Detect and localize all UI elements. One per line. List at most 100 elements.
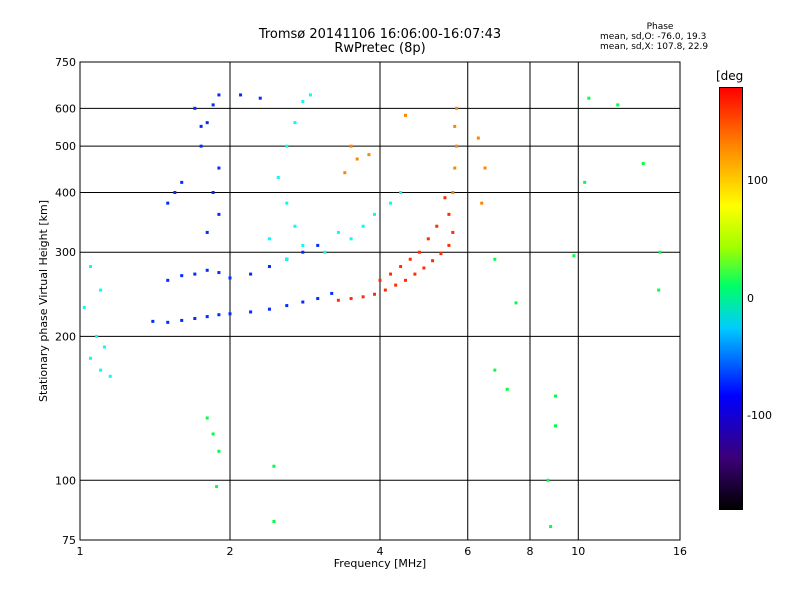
data-point [180,274,184,278]
y-tick-label: 750 [55,56,76,69]
data-point [301,250,305,254]
data-point [514,301,518,305]
data-point [285,201,289,205]
data-point [657,288,661,292]
data-point [435,224,439,228]
data-point [215,485,219,489]
data-point [336,298,340,302]
data-point [217,271,221,275]
data-point [173,190,177,194]
data-point [399,265,403,269]
plot-frame [79,61,681,541]
data-point [367,153,371,157]
x-tick-label: 2 [227,545,234,558]
data-point [301,243,305,247]
data-point [343,171,347,175]
data-point [89,265,93,269]
data-point [389,272,393,276]
data-point [408,257,412,261]
data-point [99,368,103,372]
data-point [399,190,403,194]
data-point [553,424,557,428]
data-point [258,96,262,100]
data-point [349,297,353,301]
x-axis-ticks: 1 2 4 6 8 10 16 [77,545,688,558]
data-point [616,103,620,107]
data-point [316,243,320,247]
x-tick-label: 8 [527,545,534,558]
data-point [413,272,417,276]
data-point [301,100,305,104]
data-point [349,144,353,148]
data-point [285,144,289,148]
data-point [378,278,382,282]
data-point [217,166,221,170]
data-point [267,265,271,269]
data-point [249,310,253,314]
data-point [249,272,253,276]
data-point [193,106,197,110]
y-tick-label: 600 [55,102,76,115]
x-tick-label: 6 [464,545,471,558]
data-point [199,144,203,148]
data-point [267,307,271,311]
data-point [323,250,327,254]
data-point [493,257,497,261]
data-point [180,318,184,322]
data-point [285,304,289,308]
data-point [455,106,459,110]
data-point [228,312,232,316]
data-point [583,180,587,184]
y-tick-label: 100 [55,474,76,487]
data-point [641,161,645,165]
data-point [373,292,377,296]
data-point [166,201,170,205]
data-point [355,157,359,161]
data-point [166,320,170,324]
chart-title: Tromsø 20141106 16:06:00-16:07:43 RwPret… [0,28,760,56]
data-point [205,416,209,420]
data-point [361,224,365,228]
colorbar-tick-label: 100 [747,174,768,187]
phase-colorbar [719,87,743,510]
y-tick-label: 75 [62,534,76,547]
data-point [447,243,451,247]
data-point [211,432,215,436]
y-tick-label: 200 [55,330,76,343]
data-point [193,272,197,276]
data-point [443,196,447,200]
data-point [211,103,215,107]
data-point [217,212,221,216]
data-point [95,334,99,338]
chart-title-line2: RwPretec (8p) [334,41,426,56]
data-points [82,93,662,529]
data-point [349,237,353,241]
grid [80,62,680,540]
data-point [394,283,398,287]
data-point [361,295,365,299]
data-point [151,319,155,323]
data-point [493,368,497,372]
data-point [417,250,421,254]
data-point [205,230,209,234]
chart-title-line1: Tromsø 20141106 16:06:00-16:07:43 [258,27,502,42]
phase-stats-heading: Phase [646,22,674,32]
data-point [389,201,393,205]
data-point [658,250,662,254]
data-point [455,144,459,148]
data-point [316,297,320,301]
x-tick-label: 4 [377,545,384,558]
data-point [99,288,103,292]
data-point [103,345,107,349]
data-point [453,124,457,128]
data-point [205,268,209,272]
data-point [217,313,221,317]
data-point [476,136,480,140]
data-point [180,180,184,184]
x-tick-label: 10 [571,545,585,558]
data-point [166,278,170,282]
data-point [453,166,457,170]
data-point [217,93,221,97]
y-tick-label: 400 [55,186,76,199]
